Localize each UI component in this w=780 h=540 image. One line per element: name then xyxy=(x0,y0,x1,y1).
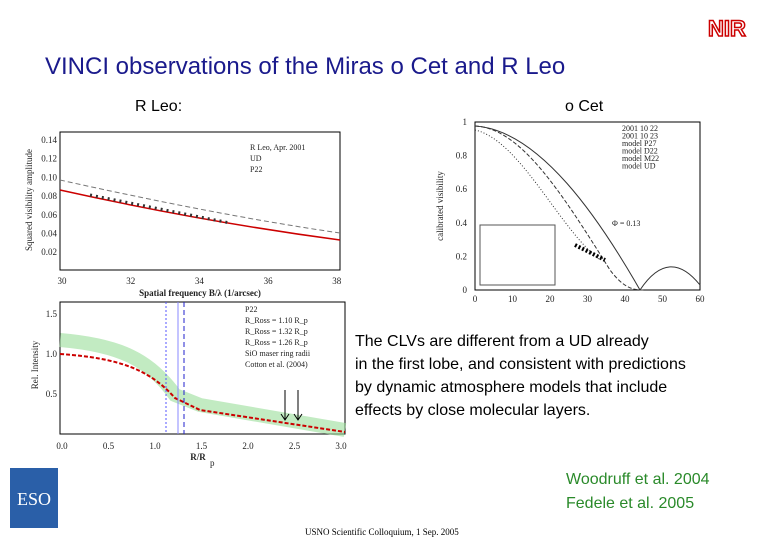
legend-entry: model D22 xyxy=(622,147,658,156)
body-text: The CLVs are different from a UD already… xyxy=(355,333,686,419)
figure-ocet: calibrated visibility Φ = 0.13 1 0.8 0.6 0.… xyxy=(435,117,705,304)
legend-entry: R_Ross = 1.26 R_p xyxy=(245,338,308,347)
legend-entry: Cotton et al. (2004) xyxy=(245,360,308,369)
legend-entry: SiO maser ring radii xyxy=(245,349,311,358)
ud-curve xyxy=(59,179,341,234)
x-tick-label: 2.5 xyxy=(289,441,301,451)
legend-entry: 2001 10 22 xyxy=(622,124,658,133)
x-tick-label: 38 xyxy=(332,276,342,286)
x-tick-label: 0.0 xyxy=(56,441,68,451)
y-tick-label: 0.12 xyxy=(41,154,57,164)
x-tick-label: 40 xyxy=(621,294,631,304)
y-tick-label: 0.4 xyxy=(456,218,468,228)
y-tick-label: 0.06 xyxy=(41,210,57,220)
x-tick-label: 36 xyxy=(264,276,274,286)
x-tick-label: 3.0 xyxy=(335,441,347,451)
body-line: by dynamic atmosphere models that includ… xyxy=(355,379,667,396)
legend-entry: model P27 xyxy=(622,139,656,148)
y-tick-label: 1.0 xyxy=(46,349,58,359)
x-tick-label: 30 xyxy=(583,294,593,304)
eso-logo: ESO xyxy=(10,468,58,528)
title: VINCI observations of the Miras o Cet an… xyxy=(45,53,565,80)
model-curve xyxy=(474,125,646,291)
figure-clv: Rel. Intensity R/R p 1.5 1.0 0.5 0.0 0.5 1.0 1… xyxy=(30,301,347,468)
y-tick-label: 0.10 xyxy=(41,172,57,182)
left-label: R Leo: xyxy=(135,98,182,115)
x-tick-label: 20 xyxy=(546,294,556,304)
model-curve xyxy=(474,125,701,291)
footer: USNO Scientific Colloquium, 1 Sep. 2005 xyxy=(305,527,459,537)
y-label: calibrated visibility xyxy=(435,171,445,241)
data-points xyxy=(89,193,231,225)
axes xyxy=(59,301,346,435)
x-tick-label: 50 xyxy=(658,294,668,304)
x-tick-label: 1.0 xyxy=(149,441,161,451)
x-tick-label: 30 xyxy=(58,276,68,286)
reference: Fedele et al. 2005 xyxy=(566,495,694,512)
y-tick-label: 0.6 xyxy=(456,184,468,194)
references: Woodruff et al. 2004 Fedele et al. 2005 xyxy=(566,471,710,512)
legend-entry: model UD xyxy=(622,162,656,171)
y-tick-label: 0.8 xyxy=(456,151,468,161)
legend-entry: R_Ross = 1.32 R_p xyxy=(245,327,308,336)
model-curve xyxy=(474,129,601,261)
y-label: Rel. Intensity xyxy=(30,340,40,389)
legend-entry: R_Ross = 1.10 R_p xyxy=(245,316,308,325)
legend-entry: P22 xyxy=(250,165,262,174)
x-tick-label: 32 xyxy=(126,276,135,286)
x-tick-label: 1.5 xyxy=(196,441,208,451)
legend-entry: 2001 10 23 xyxy=(622,132,658,141)
body-line: effects by close molecular layers. xyxy=(355,402,590,419)
y-tick-label: 0.02 xyxy=(41,247,57,257)
y-tick-label: 0.2 xyxy=(456,251,467,261)
figure-visibility: Squared visibility amplitude Spatial fre… xyxy=(24,131,342,298)
nir-logo: NIR xyxy=(708,16,746,41)
x-label: Spatial frequency B/λ (1/arcsec) xyxy=(139,288,261,298)
x-tick-label: 10 xyxy=(508,294,518,304)
y-tick-label: 0.04 xyxy=(41,229,57,239)
legend-entry: model M22 xyxy=(622,154,659,163)
clv-band xyxy=(59,333,347,437)
axes xyxy=(474,121,701,291)
y-label: Squared visibility amplitude xyxy=(24,149,34,251)
x-tick-label: 2.0 xyxy=(242,441,254,451)
x-tick-label: 0.5 xyxy=(103,441,115,451)
y-tick-label: 0.5 xyxy=(46,389,58,399)
y-tick-label: 0 xyxy=(463,285,468,295)
x-label-sub: p xyxy=(210,458,215,468)
legend-entry: P22 xyxy=(245,305,257,314)
x-tick-label: 34 xyxy=(195,276,205,286)
body-line: The CLVs are different from a UD already xyxy=(355,333,649,350)
phase: Φ = 0.13 xyxy=(612,219,640,228)
data-points xyxy=(574,243,606,262)
reference: Woodruff et al. 2004 xyxy=(566,471,710,488)
legend-entry: R Leo, Apr. 2001 xyxy=(250,143,305,152)
x-tick-label: 60 xyxy=(696,294,706,304)
x-tick-label: 0 xyxy=(473,294,478,304)
y-tick-label: 0.14 xyxy=(41,135,57,145)
body-line: in the first lobe, and consistent with p… xyxy=(355,356,686,373)
y-tick-label: 0.08 xyxy=(41,191,57,201)
axes xyxy=(59,131,341,271)
legend-entry: UD xyxy=(250,154,262,163)
arrows xyxy=(280,390,303,421)
y-tick-label: 1.5 xyxy=(46,309,58,319)
inset xyxy=(479,224,556,286)
y-tick-label: 1 xyxy=(463,117,468,127)
logo-box xyxy=(10,468,58,528)
right-label: o Cet xyxy=(565,98,604,115)
clv-curve xyxy=(59,353,346,433)
logo-text: ESO xyxy=(17,489,51,509)
p22-curve xyxy=(59,189,341,241)
x-label: R/R xyxy=(190,452,206,462)
